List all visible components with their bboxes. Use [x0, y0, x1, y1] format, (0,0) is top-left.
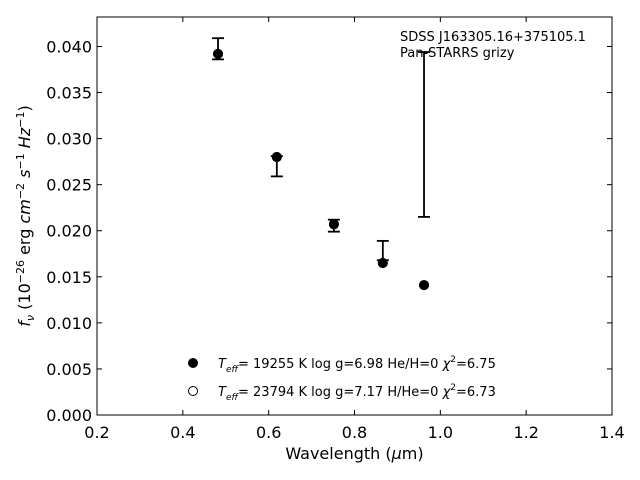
legend-label-2: Teff= 23794 K log g=7.17 H/He=0 χ2=6.73 — [218, 383, 496, 403]
model-point-open — [419, 280, 430, 291]
x-tick-label: 1.4 — [599, 423, 624, 442]
legend-marker-open — [188, 386, 198, 396]
y-tick-label: 0.020 — [46, 222, 92, 241]
y-tick-label: 0.010 — [46, 314, 92, 333]
x-tick-label: 1.0 — [428, 423, 453, 442]
x-tick-label: 0.2 — [84, 423, 109, 442]
legend-label-1: Teff= 19255 K log g=6.98 He/H=0 χ2=6.75 — [218, 355, 496, 375]
model-point-open — [213, 48, 224, 59]
model-point-open — [271, 152, 282, 163]
x-tick-label: 0.4 — [170, 423, 195, 442]
legend: Teff= 19255 K log g=6.98 He/H=0 χ2=6.75 … — [188, 355, 496, 403]
y-tick-label: 0.015 — [46, 268, 92, 287]
data-points — [213, 48, 430, 291]
model-point-open — [328, 219, 339, 230]
y-tick-label: 0.040 — [46, 37, 92, 56]
x-tick-label: 0.8 — [342, 423, 367, 442]
y-axis-title: fν (10−26 erg cm−2 s−1 Hz−1) — [14, 105, 37, 326]
y-tick-label: 0.030 — [46, 130, 92, 149]
y-tick-label: 0.025 — [46, 176, 92, 195]
x-tick-label: 1.2 — [513, 423, 538, 442]
annotation-object-name: SDSS J163305.16+375105.1 — [400, 30, 586, 45]
annotation-survey: Pan-STARRS grizy — [400, 46, 515, 61]
model-point-open — [377, 257, 388, 268]
y-tick-label: 0.005 — [46, 360, 92, 379]
x-tick-label: 0.6 — [256, 423, 281, 442]
x-axis-title: Wavelength (μm) — [285, 444, 423, 463]
plot-frame — [96, 16, 613, 416]
legend-marker-filled — [188, 358, 198, 368]
plot-area — [97, 17, 612, 415]
y-tick-label: 0.000 — [46, 406, 92, 425]
y-tick-label: 0.035 — [46, 84, 92, 103]
ticks: 0.2 0.4 0.6 0.8 1.0 1.2 1.4 0.000 0.005 0.010 0.01… — [46, 17, 625, 442]
